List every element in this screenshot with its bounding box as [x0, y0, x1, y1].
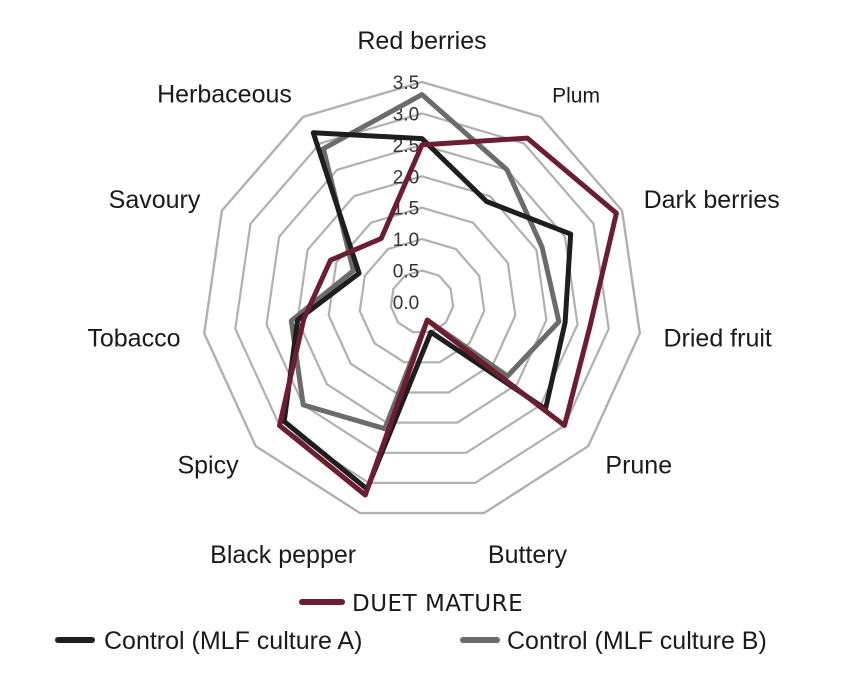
legend-item-duet-mature: DUET MATURE: [299, 591, 523, 617]
legend-label-control-b: Control (MLF culture B): [507, 627, 767, 655]
category-label-plum: Plum: [552, 84, 600, 107]
tick-label: 2.5: [393, 136, 419, 157]
category-label-dried-fruit: Dried fruit: [664, 324, 772, 352]
legend: DUET MATURE Control (MLF culture A) Cont…: [55, 591, 767, 655]
series-line-duet-mature: [277, 135, 619, 498]
series-lines: [277, 92, 619, 498]
category-label-red-berries: Red berries: [357, 27, 486, 55]
grid-ring-6: [234, 112, 610, 484]
tick-label: 1.5: [393, 199, 419, 220]
tick-label: 0.5: [393, 262, 419, 283]
category-labels: Red berries Plum Dark berries Dried fruit Pr…: [87, 27, 779, 569]
category-label-prune: Prune: [605, 451, 672, 479]
legend-label-control-a: Control (MLF culture A): [104, 627, 362, 655]
category-label-buttery: Buttery: [488, 541, 568, 569]
tick-label: 3.5: [393, 73, 419, 94]
category-label-tobacco: Tobacco: [87, 324, 180, 352]
grid-ring-2: [358, 237, 486, 364]
grid-ring-7: [202, 80, 642, 515]
category-label-herbaceous: Herbaceous: [157, 80, 292, 108]
category-label-dark-berries: Dark berries: [644, 186, 780, 214]
grid-ring-4: [296, 175, 548, 424]
legend-item-control-b: Control (MLF culture B): [460, 627, 767, 655]
category-label-black-pepper: Black pepper: [210, 541, 356, 569]
category-label-savoury: Savoury: [109, 186, 201, 214]
legend-label-duet-mature: DUET MATURE: [352, 591, 523, 617]
tick-label: 0.0: [393, 293, 419, 314]
legend-item-control-a: Control (MLF culture A): [55, 627, 362, 655]
category-label-spicy: Spicy: [177, 451, 239, 479]
series-line-control-mlf-culture-a: [281, 130, 574, 492]
tick-label: 1.0: [393, 230, 419, 251]
